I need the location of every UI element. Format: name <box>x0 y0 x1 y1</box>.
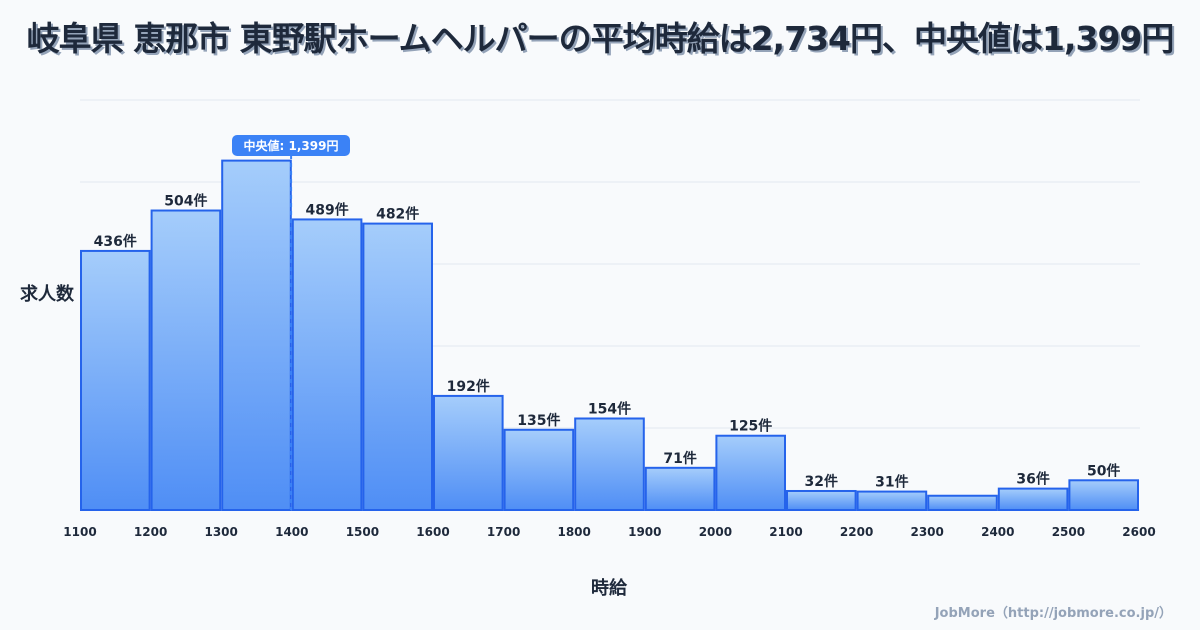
x-tick-label: 1500 <box>346 525 379 539</box>
bar <box>1068 479 1140 511</box>
bar <box>786 489 857 511</box>
bar-label: 71件 <box>663 450 696 467</box>
x-tick-label: 2000 <box>699 525 732 539</box>
bar <box>362 222 433 511</box>
x-tick-label: 1300 <box>204 525 237 539</box>
credit-text: JobMore（http://jobmore.co.jp/） <box>934 606 1172 621</box>
bar <box>715 434 787 511</box>
bar <box>856 490 928 512</box>
x-tick-label: 1200 <box>134 525 167 539</box>
bar <box>997 487 1069 512</box>
x-tick-label: 2400 <box>981 525 1014 539</box>
bar-label: 32件 <box>805 473 838 490</box>
x-tick-label: 2200 <box>840 525 873 539</box>
bar <box>433 394 504 512</box>
y-axis-label: 求人数 <box>20 284 74 305</box>
x-tick-label: 1100 <box>63 525 96 539</box>
chart-title: 岐阜県 恵那市 東野駅ホームヘルパーの平均時給は2,734円、中央値は1,399… <box>26 19 1175 58</box>
x-tick-label: 2500 <box>1052 525 1085 539</box>
x-axis-label: 時給 <box>591 578 627 599</box>
bar-label: 125件 <box>729 418 772 435</box>
bar <box>291 218 363 511</box>
x-tick-label: 2100 <box>769 525 802 539</box>
x-tick-label: 1400 <box>275 525 308 539</box>
bar-label: 31件 <box>875 474 908 491</box>
bar-label: 489件 <box>305 201 348 218</box>
x-tick-label: 2600 <box>1122 525 1155 539</box>
median-label: 中央値: 1,399円 <box>244 138 339 153</box>
median-badge <box>232 135 350 156</box>
bar <box>503 428 575 512</box>
bar-label: 192件 <box>447 378 490 395</box>
bar <box>221 159 292 511</box>
bar-label: 154件 <box>588 400 631 417</box>
x-tick-label: 1800 <box>557 525 590 539</box>
bar <box>644 466 716 511</box>
bar-label: 482件 <box>376 206 419 223</box>
bar <box>80 249 151 511</box>
x-tick-label: 2300 <box>910 525 943 539</box>
bar-label: 436件 <box>94 233 137 250</box>
bar <box>150 209 222 512</box>
bar-label: 504件 <box>164 193 207 210</box>
bar <box>574 417 645 512</box>
x-tick-label: 1900 <box>628 525 661 539</box>
bar-label: 135件 <box>517 412 560 429</box>
bar-label: 50件 <box>1087 462 1120 479</box>
x-tick-label: 1600 <box>416 525 449 539</box>
bar-label: 36件 <box>1016 471 1049 488</box>
bar <box>927 494 998 512</box>
x-tick-label: 1700 <box>487 525 520 539</box>
